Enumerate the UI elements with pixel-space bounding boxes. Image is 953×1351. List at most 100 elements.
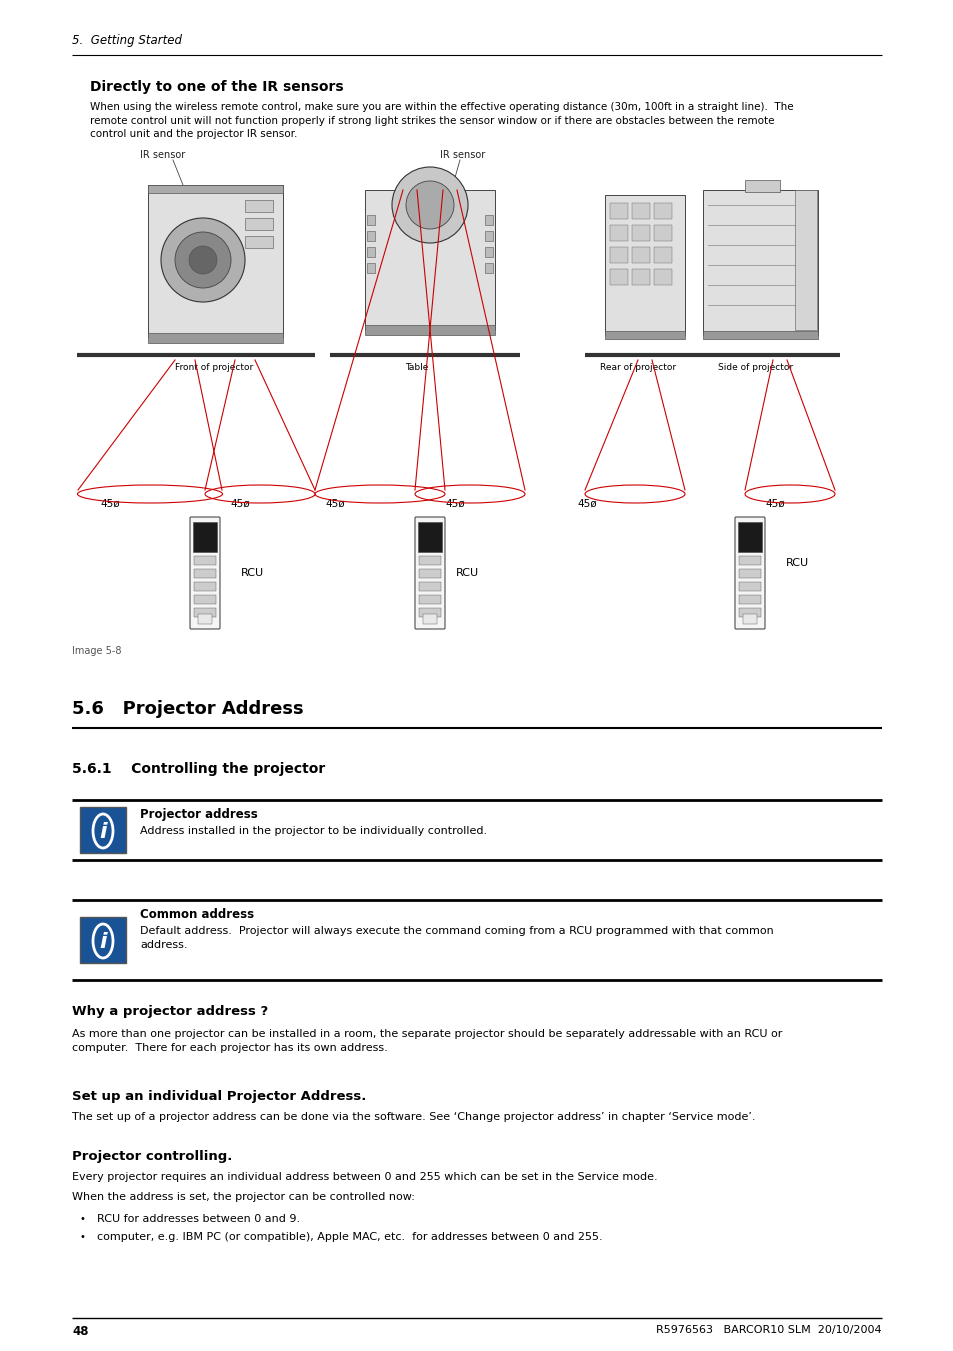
Text: Projector controlling.: Projector controlling. (71, 1150, 233, 1163)
Text: RCU: RCU (785, 558, 808, 567)
Text: R5976563   BARCOR10 SLM  20/10/2004: R5976563 BARCOR10 SLM 20/10/2004 (656, 1325, 882, 1335)
Bar (245, 236, 273, 249)
Text: When using the wireless remote control, make sure you are within the effective o: When using the wireless remote control, … (90, 101, 793, 139)
Bar (739, 608, 760, 617)
Bar (609, 226, 627, 240)
Text: 48: 48 (71, 1325, 89, 1337)
Text: Address installed in the projector to be individually controlled.: Address installed in the projector to be… (140, 825, 487, 836)
Bar (80, 917, 126, 963)
Text: 45ø: 45ø (764, 499, 783, 509)
Text: RCU for addresses between 0 and 9.: RCU for addresses between 0 and 9. (97, 1215, 300, 1224)
Bar (365, 190, 495, 330)
Text: Image 5-8: Image 5-8 (71, 646, 121, 657)
FancyBboxPatch shape (415, 517, 444, 630)
Bar (631, 226, 649, 240)
Bar (245, 218, 273, 230)
Text: Front of projector: Front of projector (174, 363, 253, 372)
Circle shape (174, 232, 231, 288)
Bar (418, 557, 440, 565)
Text: computer, e.g. IBM PC (or compatible), Apple MAC, etc.  for addresses between 0 : computer, e.g. IBM PC (or compatible), A… (97, 1232, 602, 1242)
FancyBboxPatch shape (734, 517, 764, 630)
Text: Default address.  Projector will always execute the command coming from a RCU pr: Default address. Projector will always e… (140, 925, 773, 950)
Bar (148, 185, 283, 193)
Text: 45ø: 45ø (577, 499, 596, 509)
Bar (418, 582, 440, 590)
Text: RCU: RCU (241, 567, 264, 578)
Bar (702, 190, 817, 335)
Circle shape (161, 218, 245, 303)
FancyBboxPatch shape (190, 517, 220, 630)
Bar (422, 613, 436, 624)
Text: Rear of projector: Rear of projector (599, 363, 676, 372)
Bar (193, 582, 215, 590)
Bar (367, 247, 375, 257)
Bar (654, 203, 671, 219)
Text: 5.  Getting Started: 5. Getting Started (71, 34, 182, 47)
Bar (418, 594, 440, 604)
Bar (484, 263, 493, 273)
Bar (484, 231, 493, 240)
Bar (609, 247, 627, 263)
Bar (654, 226, 671, 240)
Text: i: i (99, 821, 107, 842)
Text: •: • (80, 1232, 86, 1242)
Bar (654, 269, 671, 285)
Text: i: i (99, 932, 107, 952)
Text: 45ø: 45ø (100, 499, 119, 509)
Bar (365, 326, 495, 335)
Bar (80, 807, 126, 852)
Text: Common address: Common address (140, 908, 253, 921)
Bar (367, 215, 375, 226)
Bar (484, 247, 493, 257)
Bar (742, 613, 757, 624)
Bar (631, 203, 649, 219)
Bar (609, 203, 627, 219)
Bar (738, 521, 761, 553)
Bar (148, 332, 283, 343)
Bar (193, 557, 215, 565)
Bar (148, 185, 283, 336)
Circle shape (189, 246, 216, 274)
Bar (193, 569, 215, 578)
Text: 45ø: 45ø (444, 499, 464, 509)
Circle shape (406, 181, 454, 230)
Text: When the address is set, the projector can be controlled now:: When the address is set, the projector c… (71, 1192, 415, 1202)
Text: Projector address: Projector address (140, 808, 257, 821)
Bar (794, 190, 816, 330)
Text: IR sensor: IR sensor (439, 150, 485, 159)
Bar (739, 569, 760, 578)
Text: Why a projector address ?: Why a projector address ? (71, 1005, 268, 1019)
Text: Directly to one of the IR sensors: Directly to one of the IR sensors (90, 80, 343, 95)
Text: Side of projector: Side of projector (718, 363, 792, 372)
Bar (418, 569, 440, 578)
Bar (739, 582, 760, 590)
Bar (198, 613, 212, 624)
Text: •: • (80, 1215, 86, 1224)
Text: Table: Table (405, 363, 428, 372)
Text: 5.6   Projector Address: 5.6 Projector Address (71, 700, 303, 717)
Bar (654, 247, 671, 263)
Text: IR sensor: IR sensor (140, 150, 185, 159)
Bar (739, 557, 760, 565)
Bar (739, 594, 760, 604)
Bar (609, 269, 627, 285)
Text: 45ø: 45ø (325, 499, 344, 509)
Bar (417, 521, 441, 553)
Bar (631, 247, 649, 263)
Bar (418, 608, 440, 617)
Circle shape (392, 168, 468, 243)
Bar (484, 215, 493, 226)
Bar (367, 231, 375, 240)
Text: Every projector requires an individual address between 0 and 255 which can be se: Every projector requires an individual a… (71, 1173, 657, 1182)
Text: As more than one projector can be installed in a room, the separate projector sh: As more than one projector can be instal… (71, 1029, 781, 1052)
Bar (193, 608, 215, 617)
Bar (702, 331, 817, 339)
Bar (245, 200, 273, 212)
Bar (367, 263, 375, 273)
Text: 45ø: 45ø (230, 499, 250, 509)
Bar (193, 594, 215, 604)
Text: RCU: RCU (456, 567, 478, 578)
Bar (193, 521, 216, 553)
Bar (744, 180, 780, 192)
Text: Set up an individual Projector Address.: Set up an individual Projector Address. (71, 1090, 366, 1102)
